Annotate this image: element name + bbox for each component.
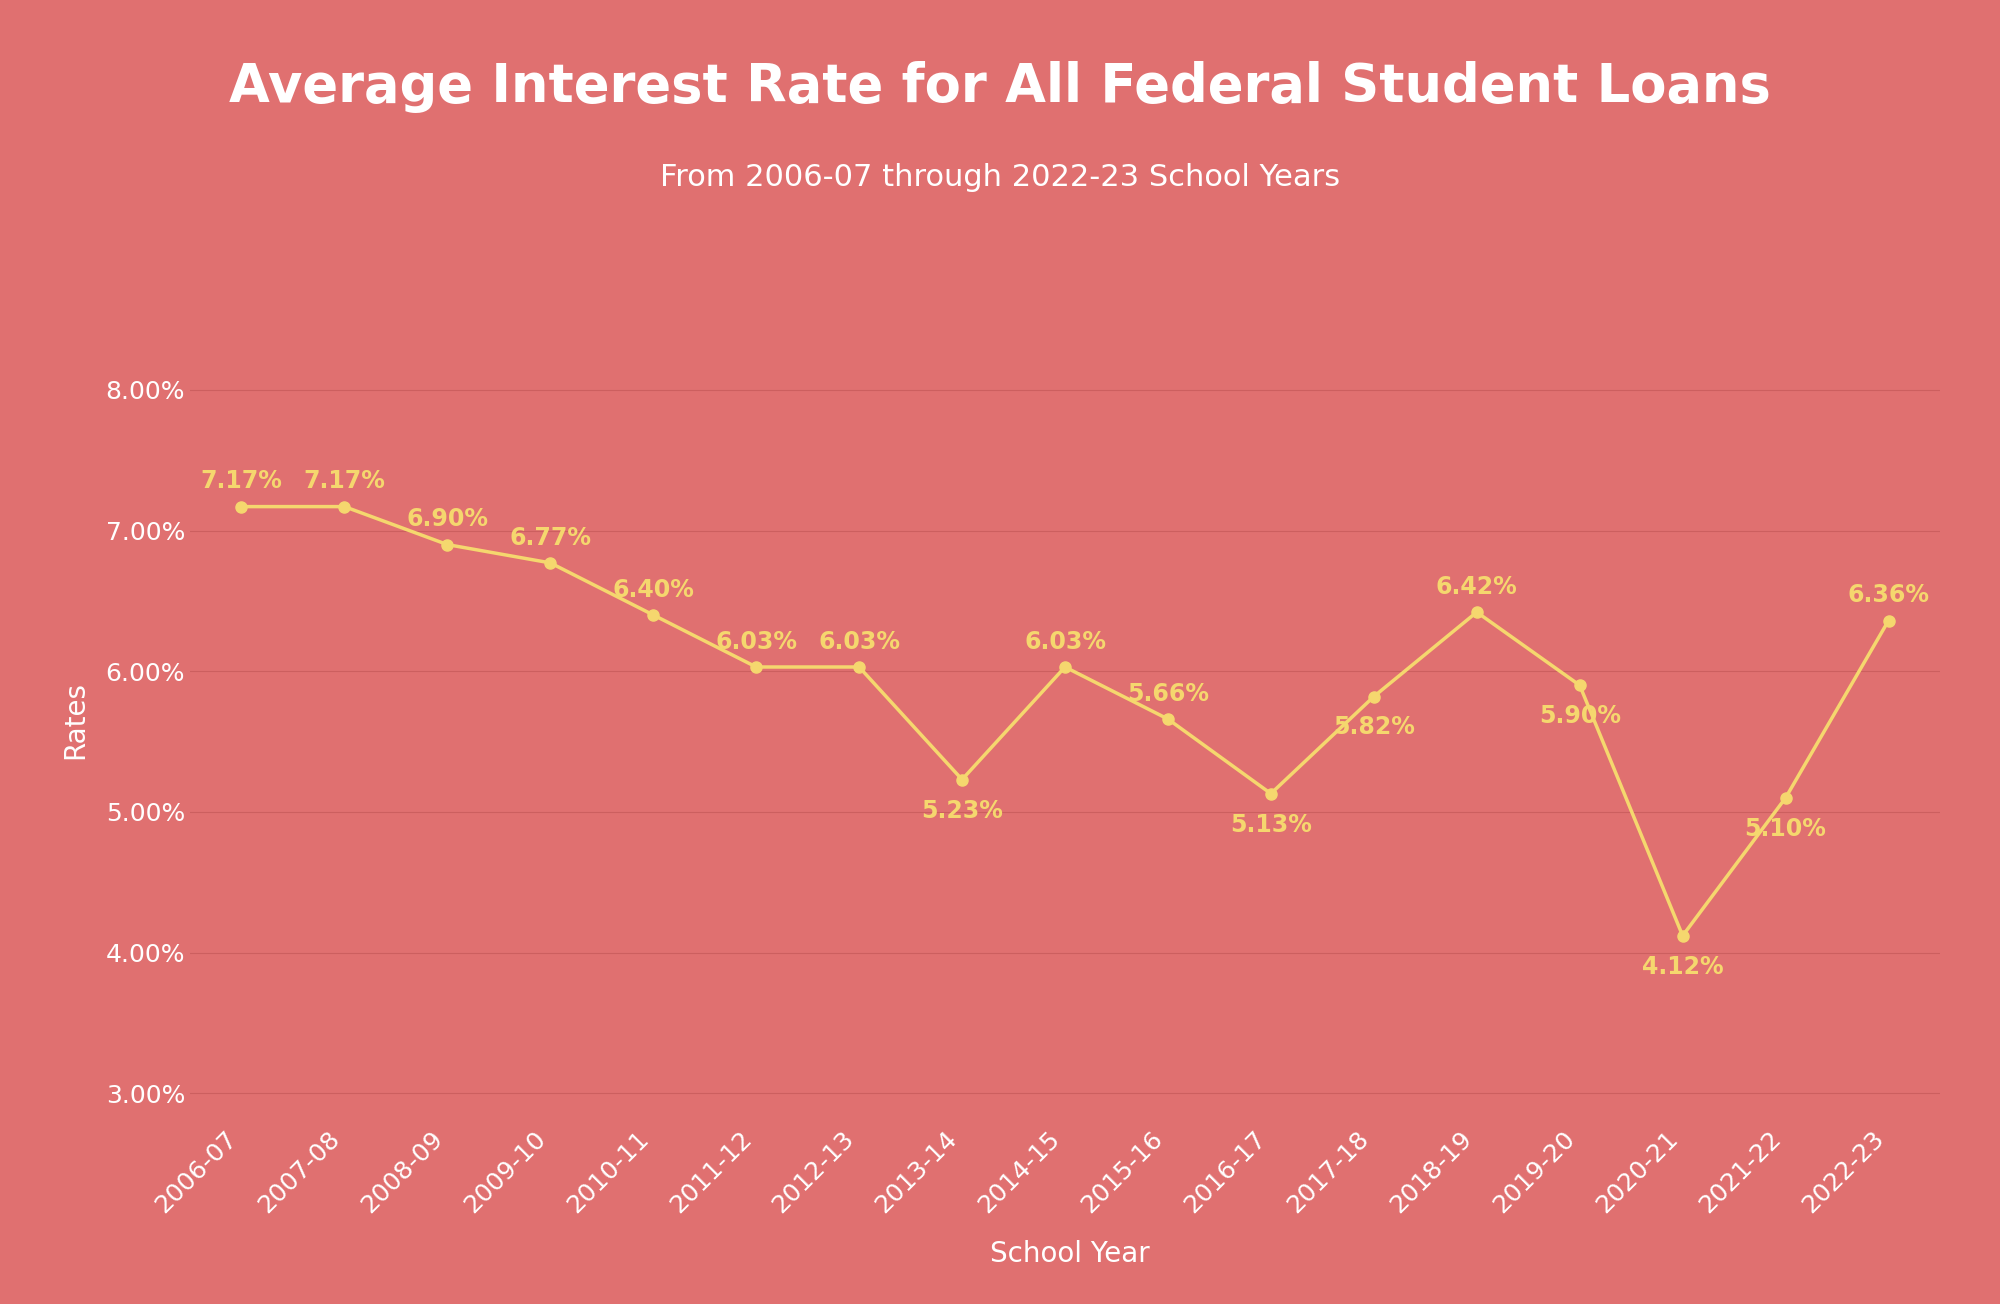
Text: 7.17%: 7.17% <box>200 469 282 493</box>
Text: 5.23%: 5.23% <box>922 798 1002 823</box>
Text: 6.77%: 6.77% <box>510 526 592 549</box>
Text: 6.03%: 6.03% <box>818 630 900 653</box>
Text: From 2006-07 through 2022-23 School Years: From 2006-07 through 2022-23 School Year… <box>660 163 1340 193</box>
Text: 6.36%: 6.36% <box>1848 583 1930 608</box>
Text: 5.13%: 5.13% <box>1230 812 1312 837</box>
Text: 7.17%: 7.17% <box>304 469 386 493</box>
Text: 6.03%: 6.03% <box>716 630 798 653</box>
Y-axis label: Rates: Rates <box>60 682 88 759</box>
Text: 6.40%: 6.40% <box>612 578 694 601</box>
Text: 5.90%: 5.90% <box>1538 704 1620 728</box>
Text: 4.12%: 4.12% <box>1642 955 1724 979</box>
Text: 5.66%: 5.66% <box>1126 682 1208 705</box>
Text: Average Interest Rate for All Federal Student Loans: Average Interest Rate for All Federal St… <box>230 61 1770 112</box>
Text: 6.90%: 6.90% <box>406 507 488 531</box>
Text: 6.03%: 6.03% <box>1024 630 1106 653</box>
Text: 5.82%: 5.82% <box>1332 716 1414 739</box>
Text: 5.10%: 5.10% <box>1744 816 1826 841</box>
Text: 6.42%: 6.42% <box>1436 575 1518 599</box>
Text: School Year: School Year <box>990 1240 1150 1269</box>
